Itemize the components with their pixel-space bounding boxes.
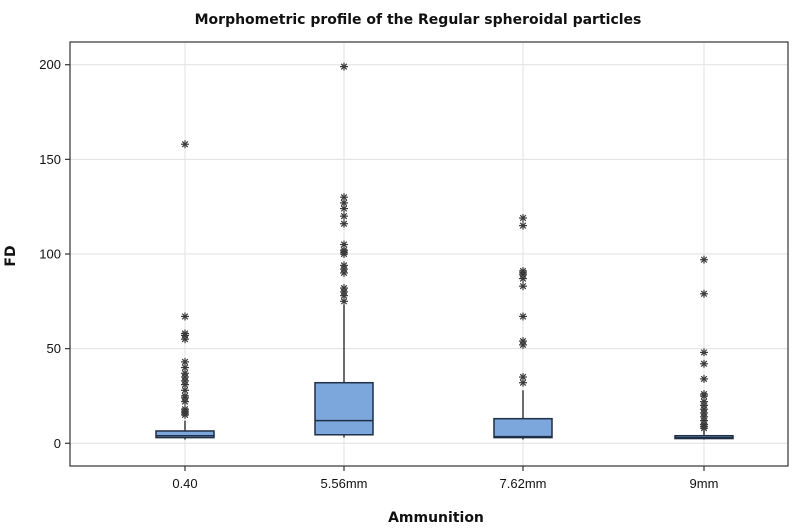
outlier-point xyxy=(181,357,189,366)
x-tick-label: 9mm xyxy=(690,476,719,491)
x-axis-label: Ammunition xyxy=(388,510,484,526)
y-tick-label: 50 xyxy=(47,341,61,356)
x-tick-label: 5.56mm xyxy=(321,476,368,491)
y-tick-label: 150 xyxy=(39,152,61,167)
outlier-point xyxy=(700,348,708,357)
y-axis: 0 50 100 150 200 xyxy=(39,57,70,451)
box-group-7.62mm xyxy=(493,214,553,440)
gridlines xyxy=(70,42,788,466)
outlier-point xyxy=(181,405,189,414)
outlier-point xyxy=(181,329,189,338)
iqr-box xyxy=(493,417,553,439)
outlier-point xyxy=(340,193,348,202)
outlier-point xyxy=(181,386,189,395)
outlier-point xyxy=(181,140,189,149)
outlier-point xyxy=(340,62,348,71)
outlier-point xyxy=(340,246,348,255)
y-axis-label: FD xyxy=(3,245,19,266)
y-tick-label: 100 xyxy=(39,247,61,262)
outlier-point xyxy=(700,390,708,399)
outlier-point xyxy=(700,289,708,298)
y-tick-label: 200 xyxy=(39,57,61,72)
outlier-point xyxy=(340,261,348,270)
outlier-point xyxy=(519,312,527,321)
outlier-point xyxy=(700,255,708,264)
outlier-point xyxy=(519,282,527,291)
x-axis: 0.40 5.56mm 7.62mm 9mm xyxy=(172,466,718,491)
box-group-0.40 xyxy=(155,140,215,440)
outlier-point xyxy=(519,267,527,276)
outlier-point xyxy=(340,212,348,221)
box-group-5.56mm xyxy=(314,62,374,438)
boxes xyxy=(155,62,734,440)
chart-title: Morphometric profile of the Regular sphe… xyxy=(195,12,642,28)
outlier-point xyxy=(700,374,708,383)
outlier-point xyxy=(181,312,189,321)
outlier-point xyxy=(340,219,348,228)
outlier-point xyxy=(519,221,527,230)
outlier-point xyxy=(519,214,527,223)
x-tick-label: 7.62mm xyxy=(500,476,547,491)
outlier-point xyxy=(700,359,708,368)
outlier-point xyxy=(340,284,348,293)
outlier-point xyxy=(340,240,348,249)
box-group-9mm xyxy=(674,255,734,440)
y-tick-label: 0 xyxy=(54,436,61,451)
outlier-point xyxy=(519,373,527,382)
outlier-point xyxy=(340,204,348,213)
outlier-point xyxy=(519,337,527,346)
iqr-box xyxy=(155,430,215,439)
x-tick-label: 0.40 xyxy=(172,476,197,491)
iqr-box xyxy=(314,381,374,436)
